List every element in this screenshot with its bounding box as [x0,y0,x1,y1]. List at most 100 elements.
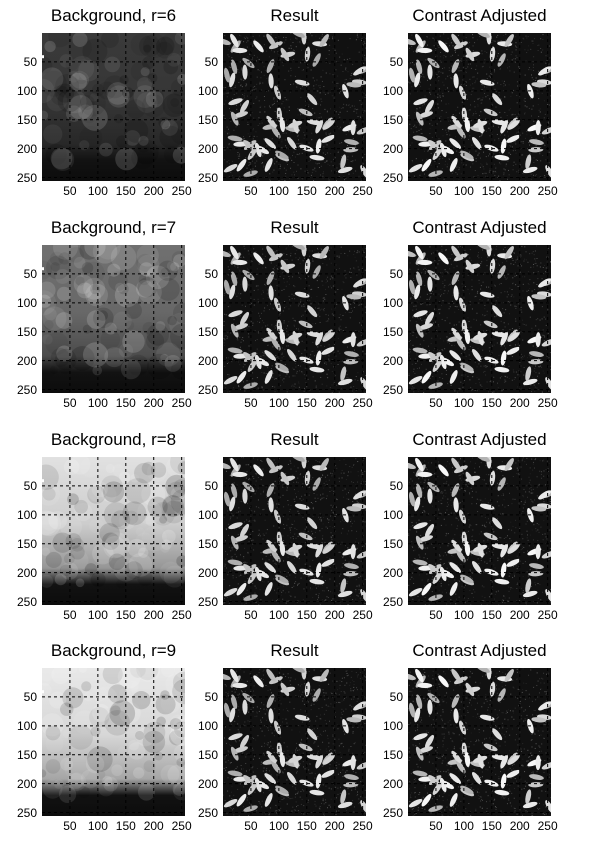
noise-pixel [460,149,462,151]
noise-pixel [286,164,288,166]
noise-pixel [548,338,550,340]
noise-pixel [453,147,455,149]
noise-pixel [296,38,298,40]
noise-pixel [462,275,464,277]
background-blob [135,279,154,298]
noise-pixel [315,35,317,37]
noise-pixel [439,35,441,37]
noise-pixel [545,272,547,274]
noise-pixel [542,155,544,157]
noise-pixel [457,392,459,393]
noise-pixel [439,91,441,93]
noise-pixel [229,132,231,134]
y-tick-label: 200 [16,353,37,368]
background-blob [82,342,109,368]
noise-pixel [411,86,413,88]
background-blob [88,484,106,502]
noise-pixel [460,58,462,60]
noise-pixel [454,390,456,392]
noise-pixel [320,139,322,141]
noise-pixel [490,73,492,75]
background-blob [160,353,169,362]
noise-pixel [353,464,355,466]
rice-grain [344,351,359,357]
noise-pixel [266,277,268,279]
noise-pixel [537,159,539,161]
noise-pixel [265,267,267,269]
noise-pixel [466,94,468,96]
noise-pixel [431,158,433,160]
rice-grain [236,370,247,384]
noise-pixel [349,122,351,124]
noise-pixel [230,42,232,44]
noise-pixel [274,278,276,280]
contrast-adjusted-panel-title: Contrast Adjusted [412,6,547,25]
background-blob [150,462,167,478]
rice-grain [254,142,262,158]
noise-pixel [277,125,279,127]
noise-pixel [499,180,501,181]
noise-pixel [242,337,244,339]
noise-pixel [255,474,257,476]
y-tick-label: 50 [389,266,403,281]
noise-pixel [347,358,349,360]
noise-pixel [263,534,265,536]
adjusted-image-axes [408,33,551,181]
noise-pixel [328,344,330,346]
noise-pixel [332,314,334,316]
noise-pixel [322,263,324,265]
background-blob [101,532,120,551]
noise-pixel [488,123,490,125]
background-blob [125,99,146,119]
noise-pixel [442,68,444,70]
noise-pixel [257,125,259,127]
noise-pixel [309,565,311,567]
noise-pixel [298,154,300,156]
noise-pixel [291,259,293,261]
noise-pixel [511,356,513,358]
noise-pixel [335,530,337,532]
noise-pixel [447,158,449,160]
noise-pixel [360,104,362,106]
noise-pixel [470,326,472,328]
noise-pixel [249,520,251,522]
noise-pixel [496,117,498,119]
noise-pixel [358,330,360,332]
noise-pixel [322,146,324,148]
noise-pixel [485,366,487,368]
noise-pixel [480,288,482,290]
noise-pixel [326,495,328,497]
noise-pixel [484,271,486,273]
noise-pixel [309,389,311,391]
noise-pixel [538,134,540,136]
noise-pixel [505,278,507,280]
noise-pixel [476,65,478,67]
rice-grain [271,337,281,351]
noise-pixel [243,575,245,577]
noise-pixel [243,80,245,82]
noise-pixel [448,130,450,132]
noise-pixel [328,519,330,521]
noise-pixel [458,70,460,72]
noise-pixel [442,350,444,352]
y-tick-label: 100 [382,83,403,98]
noise-pixel [254,493,256,495]
noise-pixel [467,375,469,377]
noise-pixel [274,377,276,379]
noise-pixel [362,136,364,138]
noise-pixel [460,353,462,355]
noise-pixel [290,33,292,35]
noise-pixel [436,371,438,373]
noise-pixel [358,358,360,360]
noise-pixel [307,486,309,488]
noise-pixel [424,173,426,175]
noise-pixel [349,268,351,270]
noise-pixel [351,73,353,75]
noise-pixel [515,42,517,44]
noise-pixel [332,285,334,287]
noise-pixel [239,270,241,272]
background-blob [122,501,147,526]
noise-pixel [482,281,484,283]
background-blob [161,539,172,550]
noise-pixel [531,290,533,292]
